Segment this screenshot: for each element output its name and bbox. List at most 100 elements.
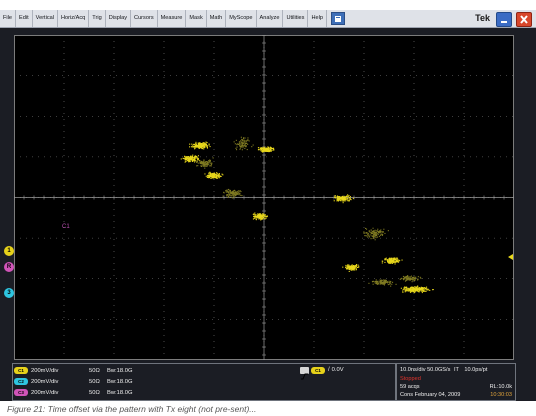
sample-point [348,268,350,270]
sample-point [194,148,196,150]
menu-cursors[interactable]: Cursors [131,10,158,27]
sample-point [199,161,201,163]
sample-point [263,147,265,149]
menu-file[interactable]: File [0,10,17,27]
trigger-readout[interactable]: C1 / 0.0V [300,365,390,379]
sample-point [383,228,385,230]
sample-point [382,231,384,233]
sample-point [412,288,414,290]
sample-point [258,216,260,218]
sample-point [185,158,187,160]
sample-point [392,261,394,263]
sample-point [259,149,261,151]
timebase-readout[interactable]: 10.0ns/div 50.0GS/s IT 10.0ps/pt Stopped… [396,363,516,401]
sample-point [373,232,375,234]
sample-point [210,177,212,179]
sample-point [343,199,345,201]
sample-point [353,266,355,268]
sample-point [271,148,273,150]
minimize-button[interactable] [496,12,512,27]
channel-badge[interactable]: C1 [14,367,28,374]
menu-help[interactable]: Help [308,10,327,27]
sample-point [410,291,412,293]
sample-point [342,197,344,199]
sample-point [194,156,196,158]
sample-point [201,145,203,147]
sample-point [257,147,259,149]
sample-point [401,277,403,279]
sample-point [213,173,215,175]
sample-point [204,146,206,148]
sample-point [421,290,423,292]
channel-1-marker[interactable]: 1 [4,246,14,256]
sample-point [217,177,219,179]
sample-point [338,198,340,200]
sample-point [383,280,385,282]
channel-row-c3[interactable]: C3 200mV/div 50Ω Bw:18.0G [14,387,154,398]
sample-point [205,145,207,147]
menu-vertical[interactable]: Vertical [33,10,58,27]
sample-point [348,265,350,267]
sample-point [378,231,380,233]
sample-point [252,144,254,146]
menu-mask[interactable]: Mask [186,10,207,27]
menu-math[interactable]: Math [207,10,227,27]
channel-row-c1[interactable]: C1 200mV/div 50Ω Bw:18.0G [14,365,154,376]
channel-3-marker[interactable]: 3 [4,288,14,298]
menu-edit[interactable]: Edit [16,10,33,27]
sample-point [390,285,392,287]
sample-point [422,290,424,292]
sample-point [386,281,388,283]
sample-point [245,142,247,144]
sample-point [203,147,205,149]
sample-point [413,290,415,292]
menu-measure[interactable]: Measure [158,10,187,27]
menu-analyze[interactable]: Analyze [257,10,284,27]
sample-point [265,147,267,149]
sample-point [427,288,429,290]
menu-horiz-acq[interactable]: Horiz/Acq [58,10,90,27]
sample-point [409,278,411,280]
sample-point [182,157,184,159]
channel-row-c2[interactable]: C2 200mV/div 50Ω Bw:18.0G [14,376,154,387]
reference-marker[interactable]: R [4,262,14,272]
sample-point [389,258,391,260]
channel-badge[interactable]: C2 [14,378,28,385]
sample-point [344,200,346,202]
menu-trig[interactable]: Trig [89,10,106,27]
sample-point [193,158,195,160]
waveform-graticule[interactable]: C1 [14,35,514,360]
menu-utilities[interactable]: Utilities [283,10,309,27]
sample-point [239,190,241,192]
sample-point [380,283,382,285]
sample-point [260,150,262,152]
menu-myscope[interactable]: MyScope [226,10,257,27]
close-button[interactable] [516,12,532,27]
sample-point [422,289,424,291]
sample-point [259,217,261,219]
sample-point [415,287,417,289]
sample-point [388,262,390,264]
sample-point [417,279,419,281]
sample-point [201,143,203,145]
sample-point [240,146,242,148]
sample-point [200,145,202,147]
sample-point [268,149,270,151]
sample-point [204,173,206,175]
menu-display[interactable]: Display [106,10,132,27]
sample-point [189,161,191,163]
sample-point [406,288,408,290]
sample-point [191,145,193,147]
help-icon[interactable] [330,12,345,25]
sample-point [426,286,428,288]
sample-point [200,165,202,167]
sample-point [235,193,237,195]
sample-point [242,145,244,147]
sample-point [273,147,275,149]
sample-point [405,290,407,292]
sample-point [239,142,241,144]
sample-point [193,156,195,158]
sample-point [190,157,192,159]
channel-badge[interactable]: C3 [14,389,28,396]
sample-point [204,144,206,146]
